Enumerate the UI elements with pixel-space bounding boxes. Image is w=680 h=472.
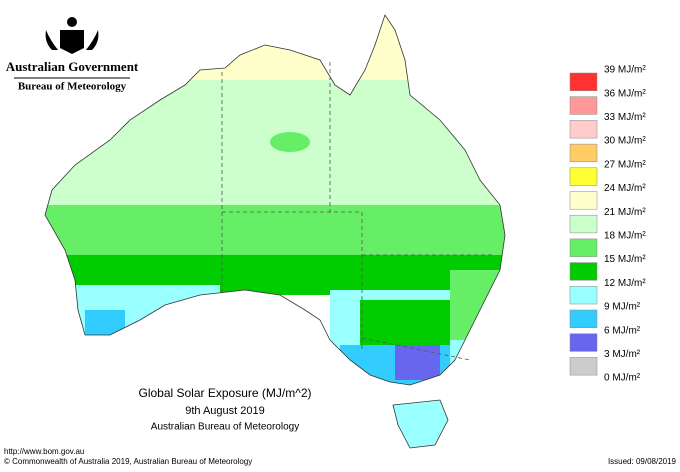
legend-label: 33 MJ/m² bbox=[604, 112, 646, 123]
band bbox=[395, 345, 440, 380]
map-source: Australian Bureau of Meteorology bbox=[151, 422, 299, 433]
footer-issued: Issued: 09/08/2019 bbox=[608, 457, 677, 466]
legend-swatch bbox=[569, 214, 598, 234]
legend-swatch bbox=[569, 143, 598, 163]
legend-label: 27 MJ/m² bbox=[604, 159, 646, 170]
legend-label: 36 MJ/m² bbox=[604, 88, 646, 99]
map-title: Global Solar Exposure (MJ/m^2) bbox=[138, 386, 311, 400]
legend-swatch bbox=[569, 167, 598, 186]
legend-swatch bbox=[569, 333, 598, 352]
legend: 39 MJ/m² 36 MJ/m² 33 MJ/m² 30 MJ/m² 27 MJ/m²… bbox=[569, 65, 646, 384]
state-borders bbox=[221, 62, 492, 361]
legend-label: 3 MJ/m² bbox=[604, 349, 641, 360]
legend-label: 18 MJ/m² bbox=[604, 231, 646, 242]
crest bbox=[45, 17, 99, 54]
legend-swatch bbox=[569, 238, 598, 257]
header-bureau: Bureau of Meteorology bbox=[18, 81, 127, 93]
legend-label: 0 MJ/m² bbox=[604, 373, 641, 384]
header-government: Australian Government bbox=[6, 59, 139, 74]
band bbox=[380, 395, 460, 448]
legend-label: 12 MJ/m² bbox=[604, 278, 646, 289]
legend-swatch bbox=[569, 357, 598, 376]
legend-label: 30 MJ/m² bbox=[604, 136, 646, 147]
legend-swatch bbox=[569, 96, 598, 115]
band bbox=[270, 132, 310, 152]
legend-label: 39 MJ/m² bbox=[604, 65, 646, 76]
coastline bbox=[44, 14, 506, 449]
map-date: 9th August 2019 bbox=[185, 405, 265, 417]
band bbox=[450, 270, 505, 340]
band bbox=[45, 205, 505, 255]
legend-swatch bbox=[569, 120, 598, 139]
legend-label: 21 MJ/m² bbox=[604, 207, 646, 218]
band bbox=[85, 310, 125, 335]
legend-swatch bbox=[569, 309, 598, 328]
legend-swatch bbox=[569, 262, 598, 281]
band bbox=[360, 300, 450, 345]
legend-swatch bbox=[569, 72, 598, 91]
footer-copyright: © Commonwealth of Australia 2019, Austra… bbox=[4, 457, 252, 466]
legend-label: 6 MJ/m² bbox=[604, 325, 641, 336]
legend-swatch bbox=[569, 286, 598, 305]
legend-label: 15 MJ/m² bbox=[604, 254, 646, 265]
legend-swatch bbox=[569, 191, 598, 210]
footer-url: http://www.bom.gov.au bbox=[4, 447, 84, 456]
legend-label: 24 MJ/m² bbox=[604, 183, 646, 194]
legend-label: 9 MJ/m² bbox=[604, 302, 641, 313]
